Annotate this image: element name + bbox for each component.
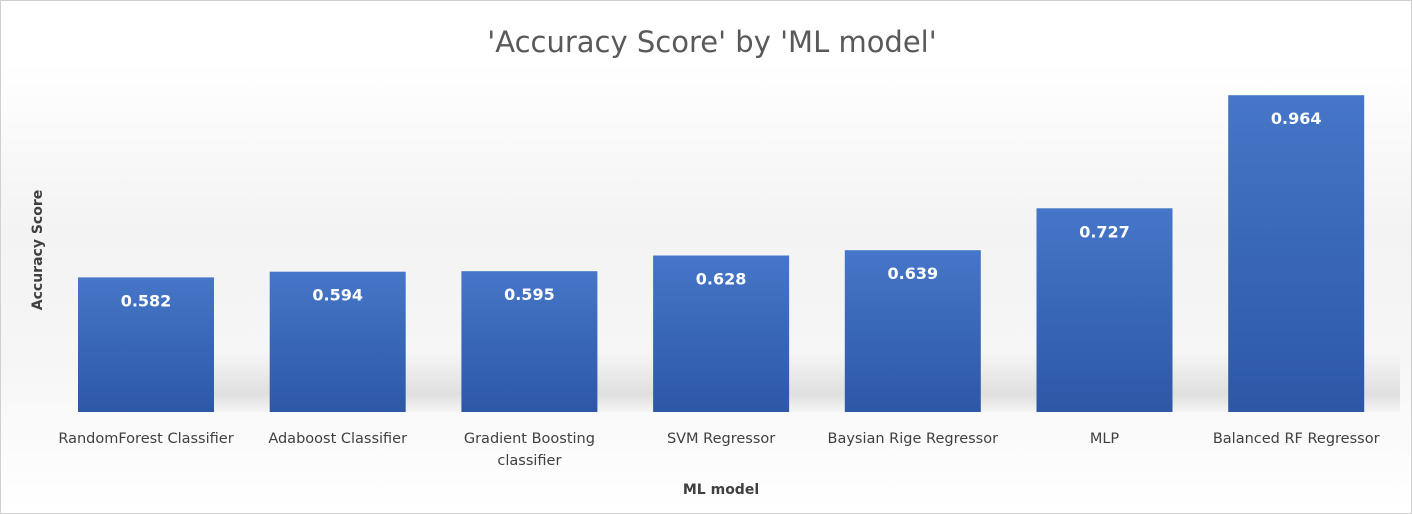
data-label: 0.639 <box>887 264 938 283</box>
floor-shadow <box>210 352 1400 412</box>
x-tick-label: SVM Regressor <box>667 431 775 447</box>
bar <box>1036 208 1173 412</box>
x-tick-label: RandomForest Classifier <box>58 431 233 447</box>
x-axis-title: ML model <box>683 482 759 498</box>
bar <box>461 271 598 412</box>
x-tick-label: Balanced RF Regressor <box>1213 431 1380 447</box>
x-tick-label: Gradient Boosting classifier <box>464 431 595 469</box>
x-tick-label: Adaboost Classifier <box>268 431 407 447</box>
data-label: 0.595 <box>504 285 555 304</box>
x-tick-labels: RandomForest Classifier Adaboost Classifi… <box>58 431 1379 469</box>
x-tick-label: Baysian Rige Regressor <box>828 431 999 447</box>
bars-group: 0.582 0.594 0.595 0.628 0.639 0.727 0.964 <box>78 95 1365 412</box>
bar <box>78 277 214 412</box>
x-tick-label: MLP <box>1090 431 1120 447</box>
bar <box>269 271 406 412</box>
data-label: 0.727 <box>1079 222 1130 241</box>
bar <box>844 250 981 412</box>
data-label: 0.594 <box>312 286 363 305</box>
data-label: 0.964 <box>1271 109 1322 128</box>
data-label: 0.628 <box>696 270 747 289</box>
data-label: 0.582 <box>121 291 172 310</box>
chart-title: 'Accuracy Score' by 'ML model' <box>487 25 936 59</box>
bar <box>1228 95 1365 412</box>
bar <box>653 255 790 412</box>
y-axis-title: Accuracy Score <box>30 190 46 310</box>
